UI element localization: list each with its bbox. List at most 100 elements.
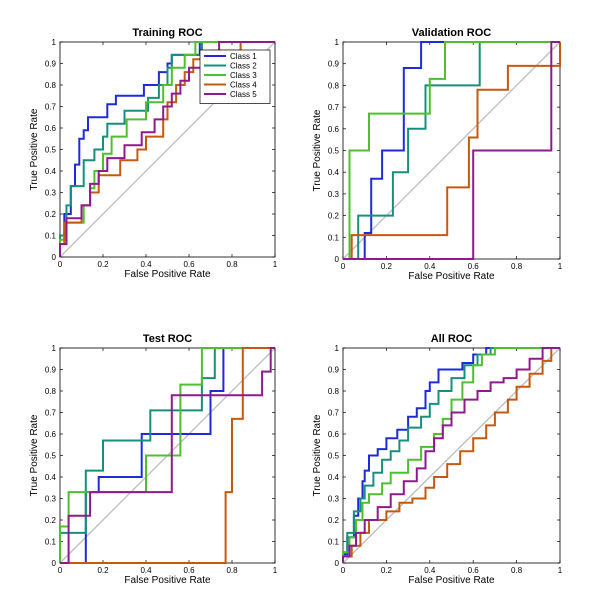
- roc-line-class-5: [59, 41, 275, 257]
- y-tick-label: 0.2: [45, 516, 57, 525]
- x-tick-label: 0.2: [97, 566, 109, 575]
- y-tick-label: 0.1: [45, 232, 57, 241]
- x-tick-label: 0.2: [381, 262, 393, 271]
- y-tick-label: 1: [52, 38, 57, 47]
- y-tick-label: 0.3: [328, 495, 340, 504]
- legend-entry: Class 3: [230, 71, 257, 80]
- y-tick-label: 0.8: [45, 81, 57, 90]
- chance-diagonal: [342, 41, 561, 260]
- x-axis-label: False Positive Rate: [408, 271, 495, 282]
- chart-title: All ROC: [431, 333, 473, 345]
- x-tick-label: 0: [58, 566, 63, 575]
- legend-entry: Class 5: [230, 90, 257, 99]
- x-axis-label: False Positive Rate: [124, 269, 211, 280]
- y-tick-label: 0.8: [328, 387, 340, 396]
- x-tick-label: 0.8: [511, 566, 523, 575]
- roc-line-class-4: [60, 347, 275, 564]
- y-tick-label: 0.8: [45, 387, 57, 396]
- y-tick-label: 0.9: [328, 60, 340, 69]
- roc-line-class-3: [342, 347, 560, 563]
- roc-line-class-3: [59, 347, 275, 563]
- y-axis-label: True Positive Rate: [312, 414, 323, 496]
- x-tick-label: 0.6: [183, 566, 195, 575]
- roc-line-class-5: [60, 347, 275, 564]
- y-tick-label: 0.9: [328, 366, 340, 375]
- y-tick-label: 0.6: [328, 430, 340, 439]
- y-tick-label: 0.8: [328, 81, 340, 90]
- legend-entry: Class 2: [230, 62, 257, 71]
- y-tick-label: 0.7: [45, 409, 57, 418]
- x-tick-label: 0.8: [226, 566, 238, 575]
- y-tick-label: 0.1: [45, 538, 57, 547]
- x-tick-label: 0.6: [468, 566, 480, 575]
- roc-line-class-2: [343, 41, 560, 260]
- roc-line-class-1: [342, 347, 560, 563]
- y-tick-label: 0.5: [45, 452, 57, 461]
- y-axis-label: True Positive Rate: [29, 414, 40, 496]
- y-tick-label: 0.1: [328, 538, 340, 547]
- y-tick-label: 0: [335, 559, 340, 568]
- legend-entry: Class 1: [230, 52, 257, 61]
- x-tick-label: 1: [558, 566, 563, 575]
- roc-line-class-5: [343, 41, 560, 260]
- roc-panel-2: 0 0.2 0.4 0.6 0.8 1 0 0.1 0.2 0.3 0.4 0.5 0.6 0.7 0.8 0…: [312, 27, 563, 282]
- y-tick-label: 0.2: [45, 210, 57, 219]
- y-axis-label: True Positive Rate: [29, 108, 40, 190]
- x-tick-label: 0.4: [140, 566, 152, 575]
- x-tick-label: 1: [273, 566, 278, 575]
- y-tick-label: 0.6: [328, 125, 340, 134]
- x-tick-label: 0.6: [468, 262, 480, 271]
- x-tick-label: 0.6: [183, 260, 195, 269]
- chart-title: Training ROC: [132, 27, 202, 39]
- y-tick-label: 0.4: [328, 473, 340, 482]
- y-tick-label: 0.7: [328, 103, 340, 112]
- y-tick-label: 0.3: [45, 189, 57, 198]
- roc-line-class-3: [343, 41, 560, 260]
- x-tick-label: 0.2: [381, 566, 393, 575]
- roc-panel-4: 0 0.2 0.4 0.6 0.8 1 0 0.1 0.2 0.3 0.4 0.5 0.6 0.7 0.8 0…: [312, 333, 563, 586]
- roc-panel-1: 0 0.2 0.4 0.6 0.8 1 0 0.1 0.2 0.3 0.4 0.5 0.6 0.7 0.8 0…: [29, 27, 278, 280]
- y-tick-label: 0.5: [45, 146, 57, 155]
- x-axis-label: False Positive Rate: [124, 575, 211, 586]
- x-axis-label: False Positive Rate: [408, 575, 495, 586]
- y-tick-label: 0.7: [328, 409, 340, 418]
- y-tick-label: 1: [335, 344, 340, 353]
- y-tick-label: 1: [52, 344, 57, 353]
- y-tick-label: 0.9: [45, 366, 57, 375]
- y-tick-label: 0.1: [328, 233, 340, 242]
- y-tick-label: 0.4: [45, 167, 57, 176]
- x-tick-label: 0.4: [424, 566, 436, 575]
- x-tick-label: 0.8: [226, 260, 238, 269]
- chart-title: Test ROC: [143, 333, 192, 345]
- roc-line-class-2: [342, 347, 560, 563]
- x-tick-label: 0.2: [97, 260, 109, 269]
- chance-diagonal: [342, 347, 561, 564]
- roc-panel-3: 0 0.2 0.4 0.6 0.8 1 0 0.1 0.2 0.3 0.4 0.5 0.6 0.7 0.8 0…: [29, 333, 278, 586]
- legend-entry: Class 4: [230, 81, 257, 90]
- y-tick-label: 0.5: [328, 147, 340, 156]
- roc-line-class-1: [343, 41, 560, 260]
- x-tick-label: 0: [341, 566, 346, 575]
- y-tick-label: 0.4: [45, 473, 57, 482]
- y-tick-label: 0.6: [45, 430, 57, 439]
- x-tick-label: 0.4: [424, 262, 436, 271]
- chart-title: Validation ROC: [412, 27, 492, 39]
- x-tick-label: 0: [58, 260, 63, 269]
- x-tick-label: 0.8: [511, 262, 523, 271]
- x-tick-label: 0.4: [140, 260, 152, 269]
- y-tick-label: 1: [335, 38, 340, 47]
- roc-line-class-4: [343, 42, 561, 260]
- y-tick-label: 0.3: [328, 190, 340, 199]
- y-axis-label: True Positive Rate: [312, 109, 323, 191]
- y-tick-label: 0.5: [328, 452, 340, 461]
- roc-line-class-5: [342, 347, 560, 563]
- roc-line-class-4: [342, 347, 560, 563]
- y-tick-label: 0.2: [328, 212, 340, 221]
- y-tick-label: 0.2: [328, 516, 340, 525]
- y-tick-label: 0: [335, 255, 340, 264]
- y-tick-label: 0: [52, 253, 57, 262]
- roc-line-class-3: [59, 41, 275, 257]
- x-tick-label: 1: [273, 260, 278, 269]
